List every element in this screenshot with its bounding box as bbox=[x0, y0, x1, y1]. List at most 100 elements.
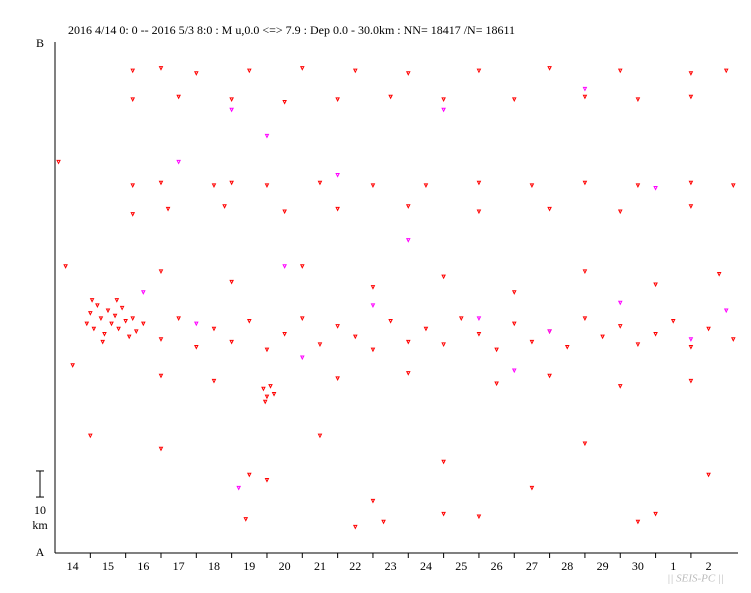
event-point bbox=[229, 97, 234, 102]
event-point bbox=[98, 316, 104, 321]
event-point bbox=[158, 180, 164, 186]
event-point bbox=[317, 180, 323, 186]
event-point bbox=[688, 71, 694, 76]
event-point bbox=[176, 159, 181, 165]
event-point bbox=[653, 511, 658, 517]
event-point bbox=[405, 71, 411, 76]
event-point bbox=[564, 345, 570, 350]
event-point bbox=[582, 94, 588, 100]
event-point bbox=[670, 318, 676, 324]
event-point bbox=[282, 209, 287, 215]
scale-unit: km bbox=[32, 518, 48, 532]
event-point bbox=[653, 282, 658, 288]
event-point bbox=[63, 264, 68, 269]
event-point bbox=[653, 332, 658, 337]
event-point bbox=[441, 274, 446, 280]
event-point bbox=[352, 68, 358, 74]
event-point bbox=[95, 303, 100, 308]
event-point bbox=[264, 478, 270, 483]
event-point bbox=[688, 337, 694, 342]
event-point bbox=[282, 264, 287, 269]
event-point bbox=[194, 71, 199, 76]
event-point bbox=[370, 285, 376, 290]
event-point bbox=[405, 204, 411, 209]
event-point bbox=[243, 517, 249, 522]
event-point bbox=[70, 363, 75, 368]
event-point bbox=[730, 183, 736, 189]
event-point bbox=[706, 326, 711, 332]
x-tick-label: 21 bbox=[314, 559, 326, 573]
event-point bbox=[370, 303, 376, 308]
event-point bbox=[547, 373, 552, 379]
event-point bbox=[119, 305, 125, 311]
event-point bbox=[133, 329, 139, 335]
x-tick-label: 24 bbox=[420, 559, 432, 573]
event-point bbox=[617, 384, 623, 389]
event-point bbox=[194, 321, 199, 327]
event-point bbox=[547, 66, 552, 71]
event-point bbox=[494, 347, 499, 353]
event-point bbox=[194, 345, 199, 350]
event-point bbox=[158, 66, 164, 71]
event-point bbox=[88, 311, 93, 316]
event-point bbox=[441, 97, 446, 102]
event-point bbox=[130, 68, 136, 74]
event-point bbox=[102, 332, 107, 337]
event-point bbox=[635, 183, 641, 189]
event-point bbox=[268, 384, 273, 389]
event-point bbox=[264, 133, 270, 139]
event-point bbox=[511, 368, 517, 374]
x-tick-label: 22 bbox=[349, 559, 361, 573]
event-point bbox=[441, 511, 446, 517]
event-point bbox=[229, 180, 234, 186]
event-point bbox=[229, 339, 234, 345]
event-point bbox=[335, 97, 340, 102]
event-point bbox=[130, 183, 136, 189]
event-point bbox=[405, 339, 411, 345]
event-point bbox=[511, 290, 517, 295]
event-point bbox=[635, 519, 641, 525]
event-point bbox=[582, 316, 588, 321]
event-point bbox=[211, 378, 217, 384]
event-point bbox=[441, 459, 446, 465]
event-point bbox=[688, 345, 694, 350]
event-point bbox=[158, 373, 164, 379]
event-point bbox=[229, 279, 234, 285]
event-point bbox=[116, 326, 121, 332]
event-point bbox=[317, 342, 323, 348]
event-point bbox=[100, 339, 106, 345]
event-point bbox=[264, 183, 270, 189]
x-tick-label: 20 bbox=[279, 559, 291, 573]
event-point bbox=[476, 332, 482, 337]
x-tick-label: 17 bbox=[173, 559, 185, 573]
event-point bbox=[109, 321, 114, 327]
event-point bbox=[617, 68, 623, 74]
event-point bbox=[352, 334, 358, 340]
event-point bbox=[617, 300, 623, 306]
footer: || SEIS-PC || bbox=[667, 573, 724, 585]
event-point bbox=[582, 86, 588, 92]
event-point bbox=[211, 183, 217, 189]
event-point bbox=[600, 334, 605, 340]
event-point bbox=[299, 355, 305, 361]
y-bottom-label: A bbox=[36, 545, 45, 559]
event-point bbox=[158, 446, 164, 452]
event-point bbox=[130, 212, 136, 217]
event-point bbox=[476, 68, 482, 74]
event-point bbox=[405, 238, 411, 243]
x-tick-label: 30 bbox=[632, 559, 644, 573]
event-point bbox=[246, 318, 252, 324]
event-point bbox=[165, 206, 171, 212]
event-point bbox=[84, 321, 90, 327]
x-tick-label: 16 bbox=[137, 559, 149, 573]
event-point bbox=[317, 433, 323, 439]
event-point bbox=[352, 524, 358, 530]
event-point bbox=[423, 326, 429, 332]
event-point bbox=[458, 316, 464, 321]
event-point bbox=[381, 519, 386, 525]
event-point bbox=[130, 316, 136, 321]
event-point bbox=[688, 204, 694, 209]
event-point bbox=[370, 347, 376, 353]
event-point bbox=[582, 180, 588, 186]
